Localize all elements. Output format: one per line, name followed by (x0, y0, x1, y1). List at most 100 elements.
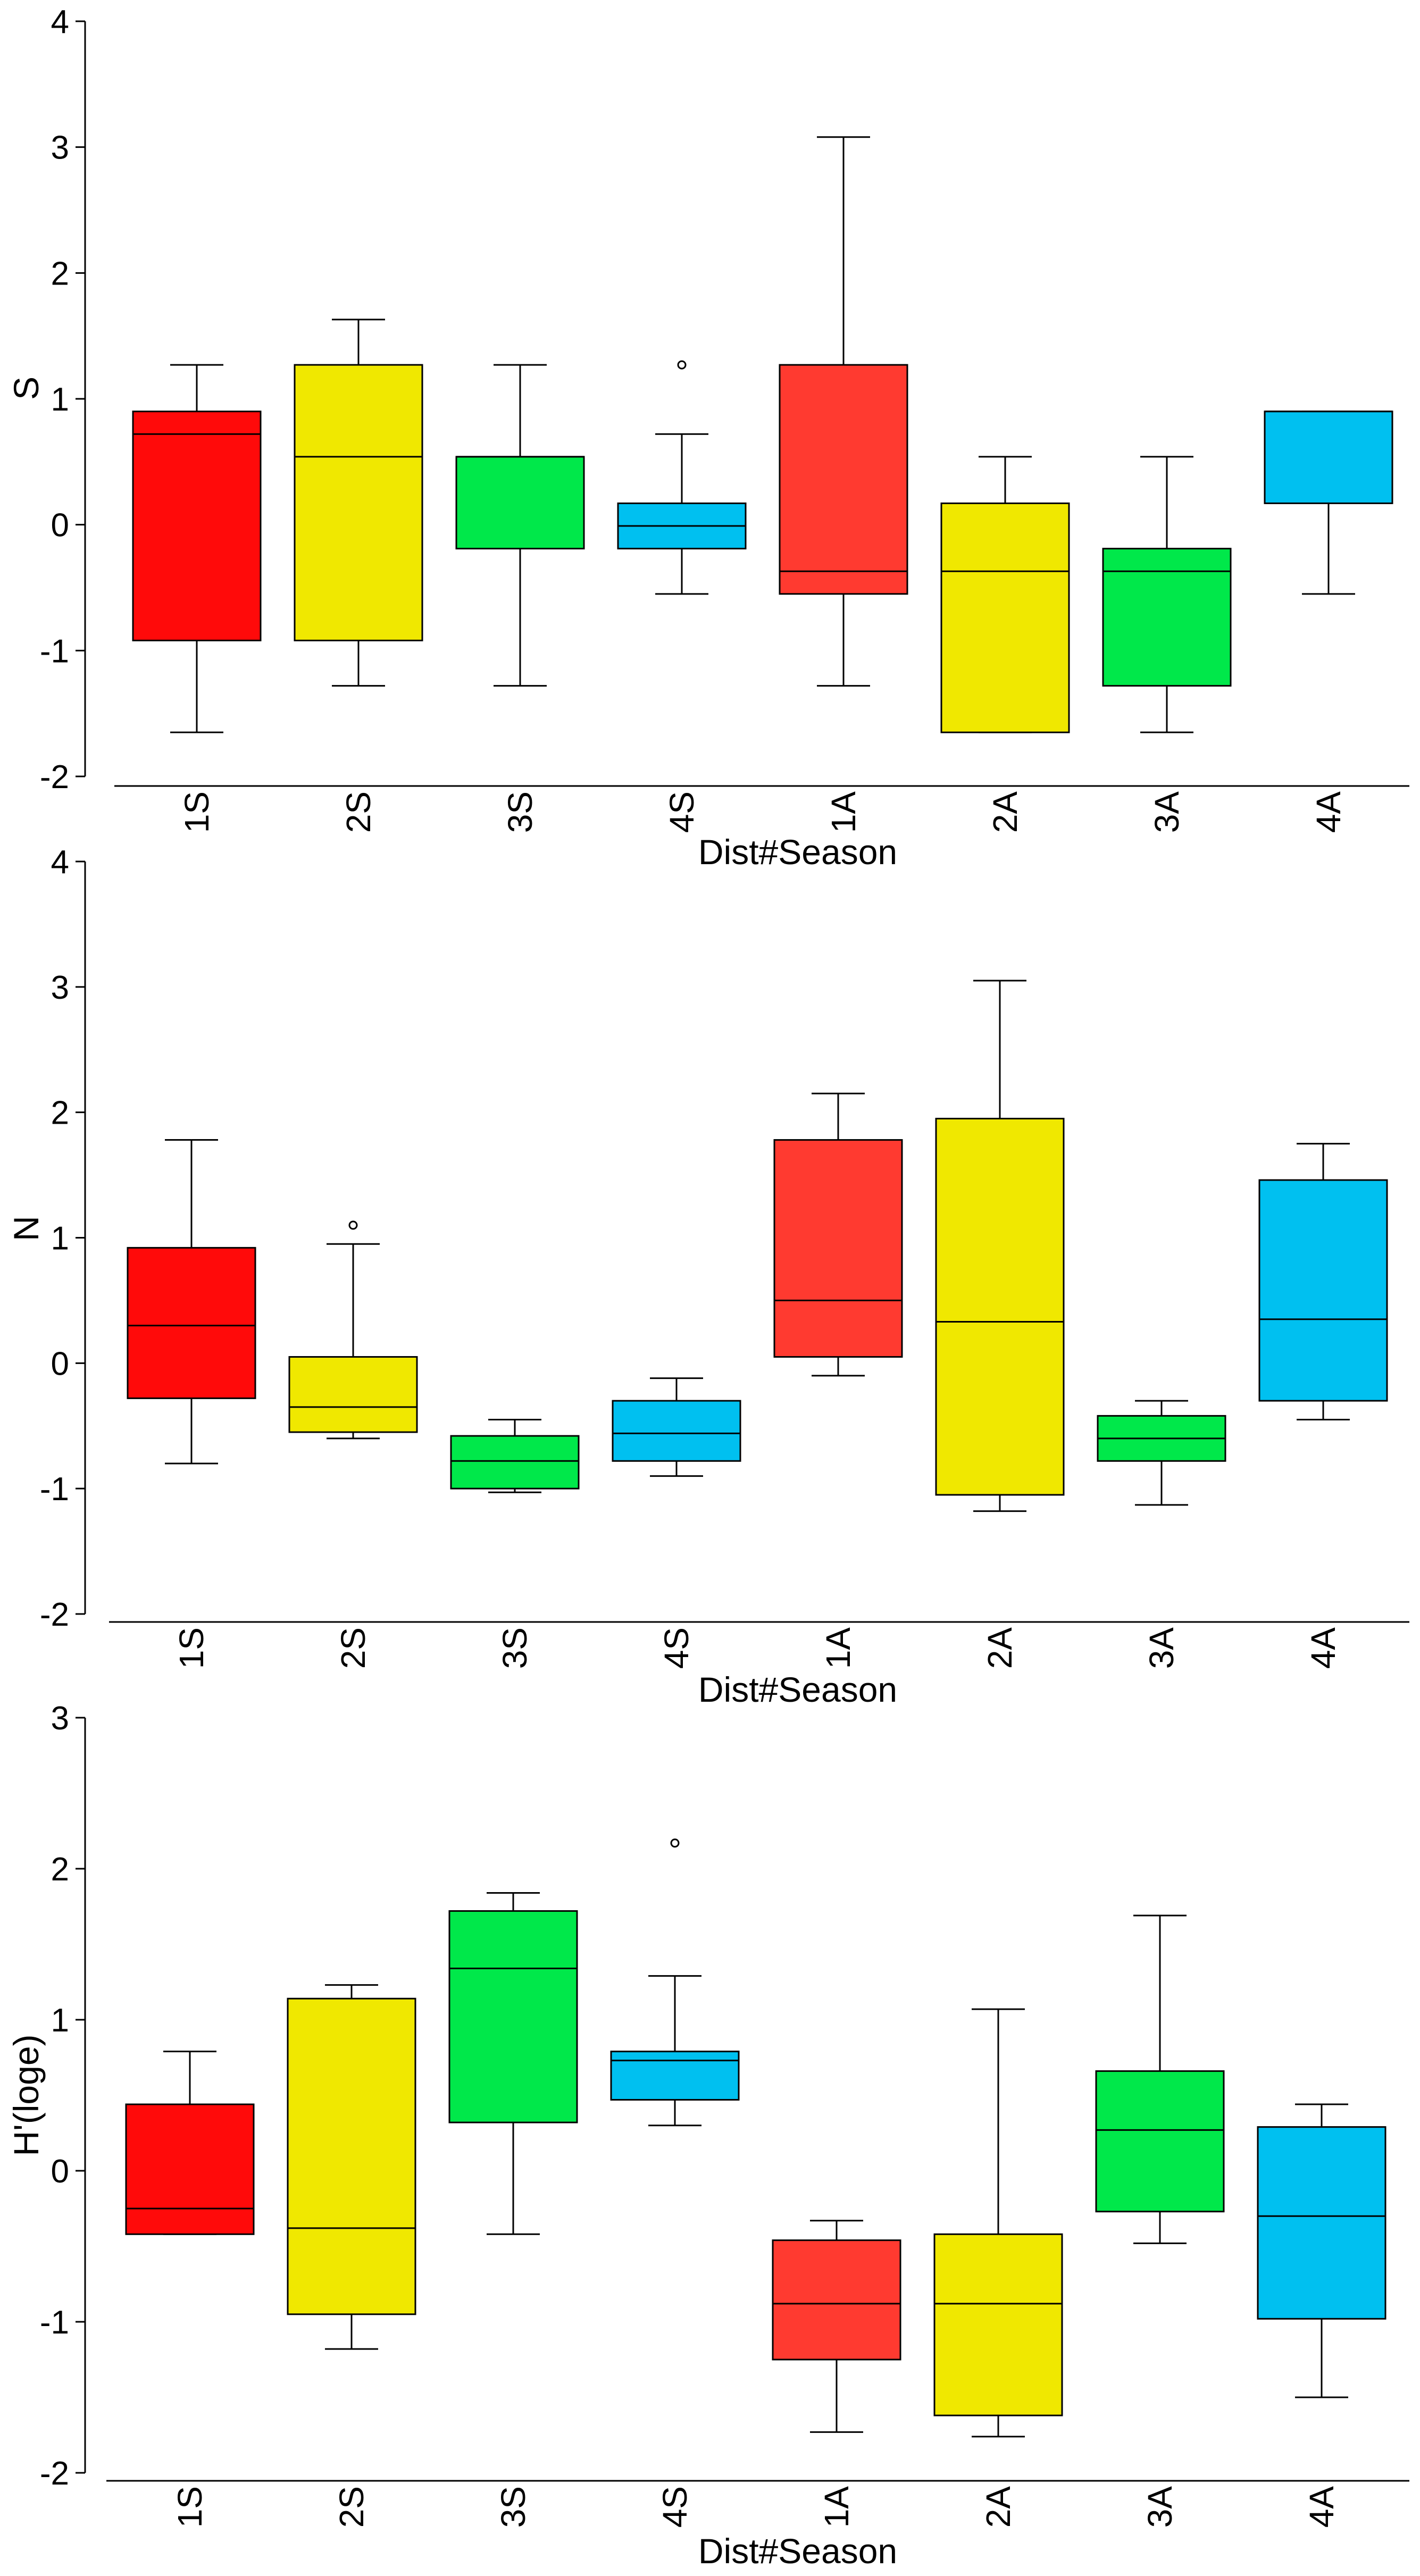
box-2S (294, 319, 423, 687)
box-3A (1095, 1914, 1225, 2244)
box-1A (779, 136, 908, 687)
category-label: 2A (981, 1627, 1019, 1669)
box-1A (772, 2220, 901, 2433)
category-label: 1A (824, 791, 863, 833)
y-tick-label: 3 (51, 130, 69, 166)
category-label: 2A (986, 791, 1024, 833)
box-2A (940, 456, 1070, 733)
panel-n-ylabel: N (6, 1216, 46, 1241)
box-4S (610, 1838, 740, 2127)
box-body (448, 1910, 578, 2123)
y-tick-label: 1 (51, 381, 69, 418)
box-body (612, 1400, 741, 1462)
y-tick-label: 0 (51, 2153, 69, 2190)
box-body (455, 456, 585, 550)
box-body (1257, 2126, 1386, 2320)
y-tick-label: 2 (51, 1095, 69, 1132)
category-label: 3A (1141, 2486, 1179, 2528)
category-label: 4S (663, 791, 701, 833)
box-1S (125, 2051, 255, 2235)
box-3A (1102, 456, 1232, 733)
y-tick-label: -2 (40, 2455, 69, 2492)
outlier-point (670, 1838, 680, 1848)
box-body (127, 1247, 256, 1399)
category-label: 3A (1142, 1627, 1181, 1669)
category-label: 4S (657, 1627, 696, 1669)
box-1S (127, 1139, 256, 1465)
box-body (287, 1997, 416, 2315)
box-4A (1264, 411, 1393, 595)
box-body (1102, 548, 1232, 687)
box-4S (617, 360, 747, 595)
box-2S (287, 1984, 416, 2350)
box-3S (448, 1892, 578, 2235)
category-label: 1S (178, 791, 216, 833)
box-body (940, 502, 1070, 733)
y-tick-label: 2 (51, 1851, 69, 1888)
category-label: 4A (1302, 2486, 1341, 2528)
y-tick-label: -1 (40, 2304, 69, 2341)
category-label: 2S (334, 1627, 372, 1669)
y-tick-label: 4 (51, 4, 69, 40)
panel-s: S Dist#Season -2 -1 0 1 2 3 4 1S 2S 3S 4S 1A 2A 3A 4A (6, 4, 1409, 872)
y-tick-label: -2 (40, 1596, 69, 1633)
outlier-point (348, 1220, 358, 1230)
y-tick-label: 2 (51, 255, 69, 292)
y-tick-label: -2 (40, 759, 69, 796)
box-body (773, 1139, 903, 1358)
y-tick-label: 1 (51, 2002, 69, 2039)
box-body (294, 364, 423, 641)
panel-h: H'(loge) Dist#Season -2 -1 0 1 2 3 1S 2S 3S 4S 1A 2… (6, 1700, 1409, 2571)
box-body (772, 2239, 901, 2361)
box-3A (1097, 1400, 1226, 1506)
box-1A (773, 1092, 903, 1377)
category-label: 4A (1304, 1627, 1342, 1669)
box-body (1095, 2070, 1225, 2213)
y-tick-label: 4 (51, 844, 69, 881)
y-tick-label: 3 (51, 969, 69, 1006)
y-tick-label: 1 (51, 1220, 69, 1257)
box-4A (1258, 1143, 1388, 1420)
box-body (1264, 411, 1393, 504)
y-tick-label: 3 (51, 1700, 69, 1737)
category-label: 1S (171, 2486, 209, 2528)
category-label: 1A (817, 2486, 856, 2528)
box-1S (132, 364, 262, 733)
box-body (125, 2103, 255, 2235)
category-label: 2A (979, 2486, 1017, 2528)
y-tick-label: -1 (40, 1471, 69, 1508)
box-body (132, 411, 262, 641)
category-label: 2S (339, 791, 378, 833)
panel-s-xlabel: Dist#Season (698, 832, 897, 872)
box-body (779, 364, 908, 595)
box-2A (935, 980, 1065, 1512)
y-tick-label: 0 (51, 507, 69, 544)
outlier-point (677, 360, 687, 370)
box-body (450, 1435, 580, 1490)
box-4A (1257, 2103, 1386, 2398)
category-label: 3S (494, 2486, 532, 2528)
category-label: 3S (501, 791, 539, 833)
panel-h-xlabel: Dist#Season (698, 2531, 897, 2571)
category-label: 3A (1148, 791, 1186, 833)
panel-h-ylabel: H'(loge) (6, 2034, 46, 2156)
box-3S (450, 1418, 580, 1493)
box-3S (455, 364, 585, 687)
category-label: 4S (656, 2486, 694, 2528)
category-label: 1A (819, 1627, 857, 1669)
y-tick-label: 0 (51, 1345, 69, 1382)
box-body (935, 1117, 1065, 1496)
category-label: 1S (172, 1627, 211, 1669)
panel-n-xlabel: Dist#Season (698, 1670, 897, 1709)
box-2A (933, 2008, 1063, 2438)
box-4S (612, 1377, 741, 1477)
category-label: 4A (1309, 791, 1348, 833)
panel-s-ylabel: S (6, 377, 46, 400)
y-tick-label: -1 (40, 633, 69, 670)
category-label: 3S (496, 1627, 534, 1669)
box-body (1258, 1179, 1388, 1402)
box-body (288, 1356, 418, 1433)
category-label: 2S (332, 2486, 371, 2528)
panel-n: N Dist#Season -2 -1 0 1 2 3 4 1S 2S 3S 4S 1A 2A 3A 4A (6, 844, 1409, 1709)
